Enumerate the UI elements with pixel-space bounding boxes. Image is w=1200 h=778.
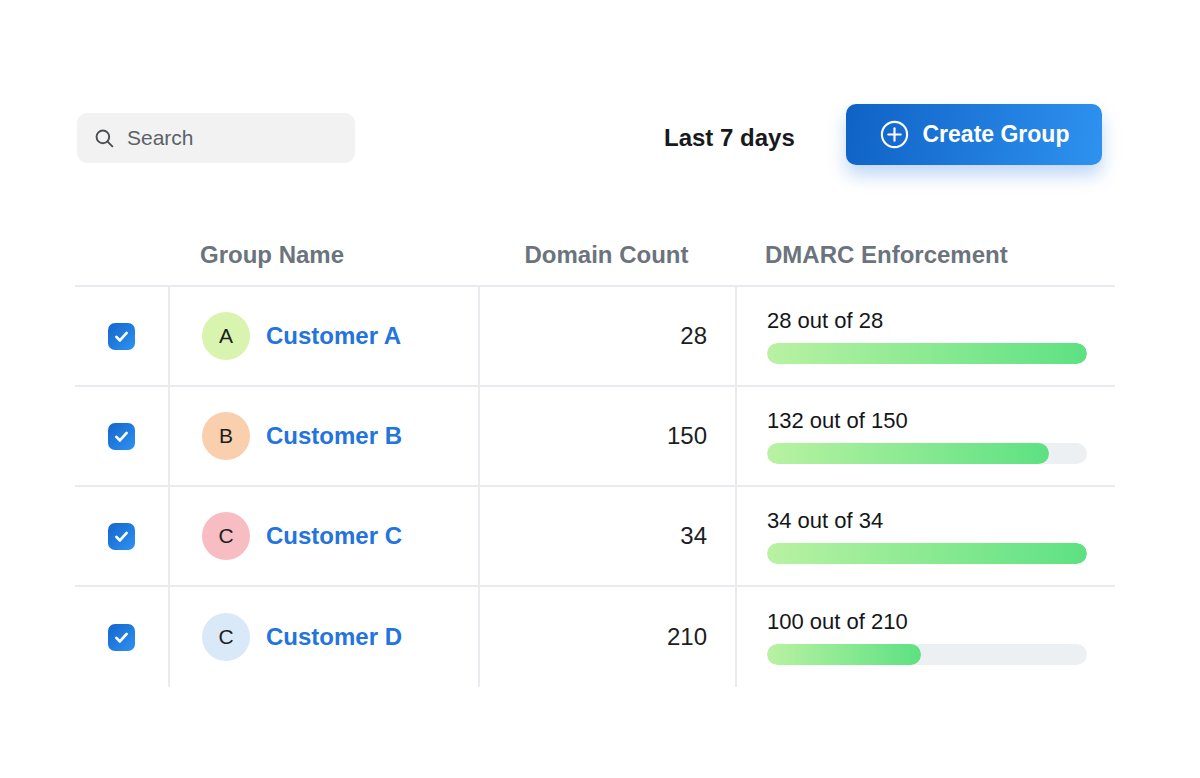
row-name-cell: B Customer B (168, 387, 478, 485)
enforcement-progress-fill (767, 343, 1087, 364)
create-group-label: Create Group (923, 121, 1070, 148)
table-row: B Customer B 150 132 out of 150 (75, 387, 1115, 487)
row-dmarc-cell: 28 out of 28 (735, 287, 1115, 385)
table-body: A Customer A 28 28 out of 28 B Customer … (75, 287, 1115, 687)
customer-link[interactable]: Customer C (266, 522, 402, 550)
customer-link[interactable]: Customer D (266, 623, 402, 651)
enforcement-progress-track (767, 343, 1087, 364)
table-row: A Customer A 28 28 out of 28 (75, 287, 1115, 387)
row-domain-count-cell: 150 (478, 387, 735, 485)
row-checkbox-checked[interactable] (108, 523, 135, 550)
avatar: C (202, 613, 250, 661)
column-header-dmarc-enforcement: DMARC Enforcement (735, 241, 1115, 269)
date-range-filter[interactable]: Last 7 days (664, 124, 795, 152)
row-domain-count-cell: 210 (478, 587, 735, 687)
row-name-cell: C Customer C (168, 487, 478, 585)
dashboard-page: Last 7 days Create Group Group Name Doma… (0, 0, 1200, 778)
row-checkbox-cell (75, 587, 168, 687)
row-checkbox-checked[interactable] (108, 423, 135, 450)
enforcement-label: 34 out of 34 (767, 508, 883, 534)
row-checkbox-checked[interactable] (108, 323, 135, 350)
checkmark-icon (112, 527, 131, 546)
avatar: B (202, 412, 250, 460)
table-row: C Customer D 210 100 out of 210 (75, 587, 1115, 687)
row-checkbox-cell (75, 287, 168, 385)
groups-table: Group Name Domain Count DMARC Enforcemen… (75, 225, 1115, 687)
create-group-button[interactable]: Create Group (846, 104, 1102, 165)
plus-circle-icon (879, 119, 910, 150)
search-icon (93, 127, 116, 150)
row-dmarc-cell: 34 out of 34 (735, 487, 1115, 585)
checkmark-icon (112, 327, 131, 346)
column-header-domain-count: Domain Count (478, 241, 735, 269)
table-row: C Customer C 34 34 out of 34 (75, 487, 1115, 587)
enforcement-progress-track (767, 644, 1087, 665)
row-name-cell: A Customer A (168, 287, 478, 385)
row-domain-count-cell: 34 (478, 487, 735, 585)
avatar: C (202, 512, 250, 560)
avatar: A (202, 312, 250, 360)
column-header-group-name: Group Name (168, 241, 478, 269)
checkmark-icon (112, 628, 131, 647)
enforcement-label: 100 out of 210 (767, 609, 908, 635)
customer-link[interactable]: Customer A (266, 322, 401, 350)
row-name-cell: C Customer D (168, 587, 478, 687)
enforcement-progress-fill (767, 644, 921, 665)
row-checkbox-checked[interactable] (108, 624, 135, 651)
checkmark-icon (112, 427, 131, 446)
customer-link[interactable]: Customer B (266, 422, 402, 450)
enforcement-progress-track (767, 443, 1087, 464)
enforcement-label: 28 out of 28 (767, 308, 883, 334)
row-dmarc-cell: 100 out of 210 (735, 587, 1115, 687)
row-domain-count-cell: 28 (478, 287, 735, 385)
search-box[interactable] (77, 113, 355, 163)
row-dmarc-cell: 132 out of 150 (735, 387, 1115, 485)
enforcement-progress-fill (767, 543, 1087, 564)
table-header-row: Group Name Domain Count DMARC Enforcemen… (75, 225, 1115, 287)
enforcement-progress-fill (767, 443, 1049, 464)
enforcement-label: 132 out of 150 (767, 408, 908, 434)
search-input[interactable] (127, 126, 339, 150)
enforcement-progress-track (767, 543, 1087, 564)
row-checkbox-cell (75, 387, 168, 485)
row-checkbox-cell (75, 487, 168, 585)
